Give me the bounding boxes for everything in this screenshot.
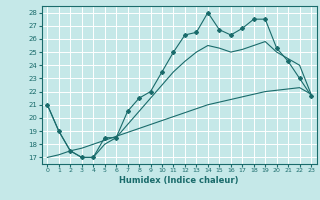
X-axis label: Humidex (Indice chaleur): Humidex (Indice chaleur)	[119, 176, 239, 185]
